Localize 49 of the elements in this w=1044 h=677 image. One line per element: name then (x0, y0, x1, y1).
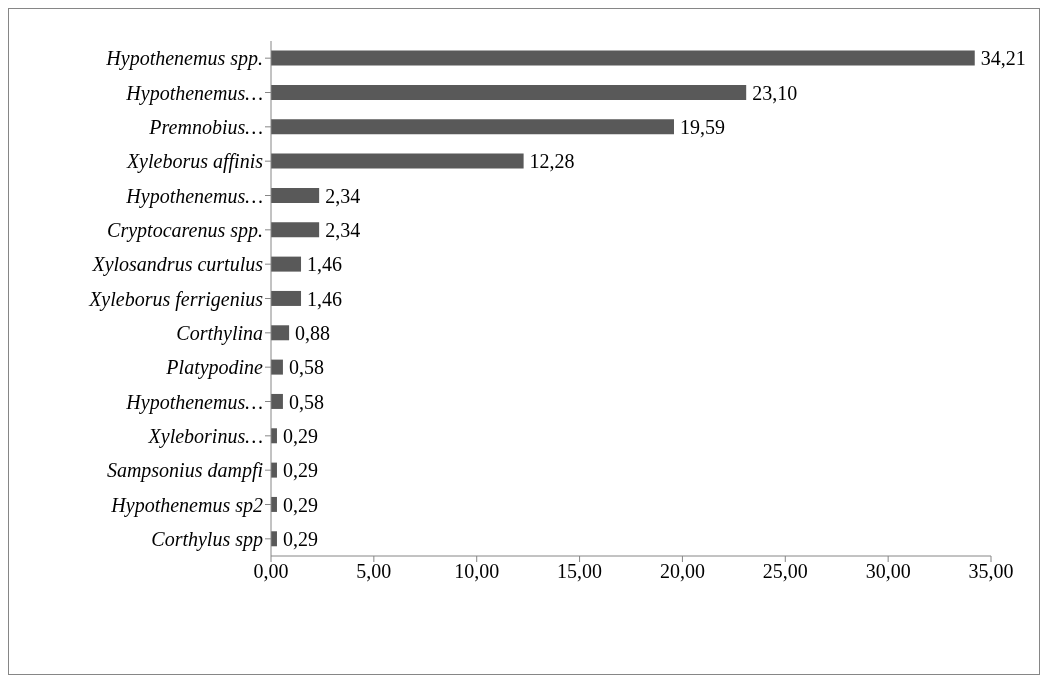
y-tick-label: Xylosandrus curtulus (91, 253, 264, 277)
bar (271, 84, 747, 100)
data-label: 34,21 (980, 47, 1026, 70)
bar (271, 290, 302, 306)
bar (271, 119, 674, 135)
data-label: 12,28 (529, 150, 575, 173)
data-label: 2,34 (325, 218, 361, 241)
y-tick-label: Premnobius… (148, 115, 263, 138)
y-tick-label: Hypothenemus… (125, 81, 263, 105)
x-tick-label: 10,00 (454, 560, 500, 583)
x-tick-label: 25,00 (762, 560, 808, 583)
data-label: 0,88 (295, 321, 331, 344)
bar (271, 256, 302, 272)
x-tick-label: 5,00 (356, 560, 392, 583)
y-tick-label: Corthylina (176, 321, 263, 345)
x-tick-label: 30,00 (865, 560, 911, 583)
data-label: 0,29 (282, 424, 318, 447)
y-tick-label: Sampsonius dampfi (106, 459, 263, 483)
data-label: 2,34 (325, 184, 361, 207)
y-tick-label: Cryptocarenus spp. (107, 218, 263, 242)
data-label: 19,59 (679, 115, 725, 138)
y-tick-label: Xyleborus ferrigenius (88, 287, 264, 311)
x-tick-label: 0,00 (253, 560, 289, 583)
data-label: 1,46 (307, 253, 343, 276)
y-tick-label: Platypodine (165, 356, 264, 380)
y-tick-label: Hypothenemus… (125, 390, 263, 414)
y-tick-label: Xyleborus affinis (125, 150, 264, 174)
data-label: 23,10 (752, 81, 798, 104)
data-label: 0,58 (288, 390, 324, 413)
bar (271, 359, 283, 375)
data-label: 0,29 (282, 527, 318, 550)
bar (271, 187, 320, 203)
bar (271, 222, 320, 238)
bar (271, 153, 524, 169)
data-label: 1,46 (307, 287, 343, 310)
data-label: 0,58 (288, 356, 324, 379)
x-tick-label: 35,00 (968, 560, 1014, 583)
bar (271, 393, 283, 409)
x-tick-label: 15,00 (557, 560, 603, 583)
bar (271, 50, 975, 66)
y-tick-label: Hypothenemus sp2 (110, 493, 263, 517)
bar (271, 325, 290, 341)
y-tick-label: Xyleborinus… (147, 424, 263, 448)
y-tick-label: Corthylus spp (151, 527, 263, 551)
y-tick-label: Hypothenemus… (125, 184, 263, 208)
x-tick-label: 20,00 (659, 560, 705, 583)
data-label: 0,29 (282, 493, 318, 516)
data-label: 0,29 (282, 459, 318, 482)
y-tick-label: Hypothenemus spp. (105, 47, 263, 71)
